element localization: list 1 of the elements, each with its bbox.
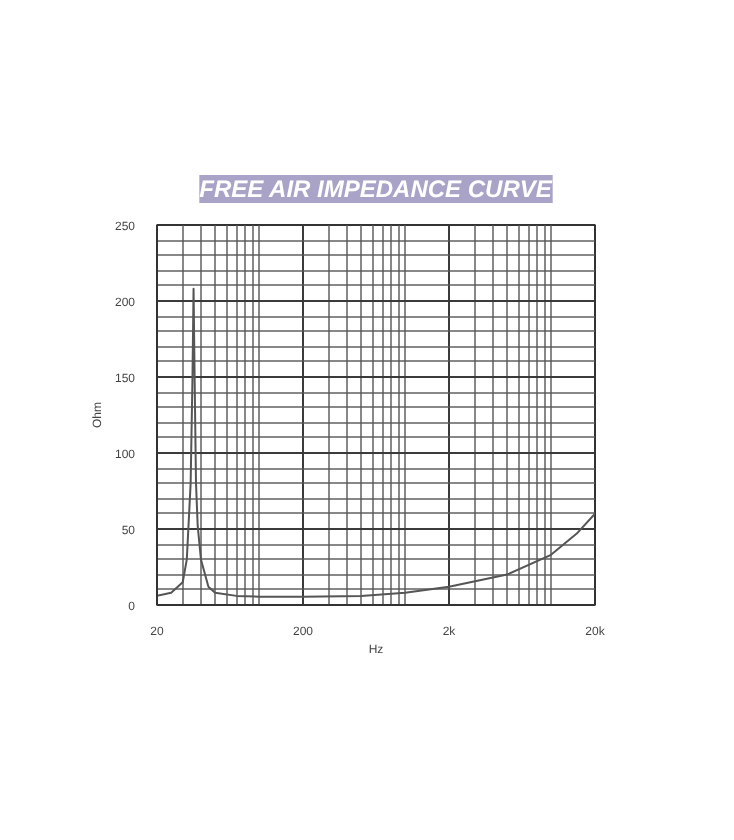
- chart-title: FREE AIR IMPEDANCE CURVE: [199, 175, 554, 203]
